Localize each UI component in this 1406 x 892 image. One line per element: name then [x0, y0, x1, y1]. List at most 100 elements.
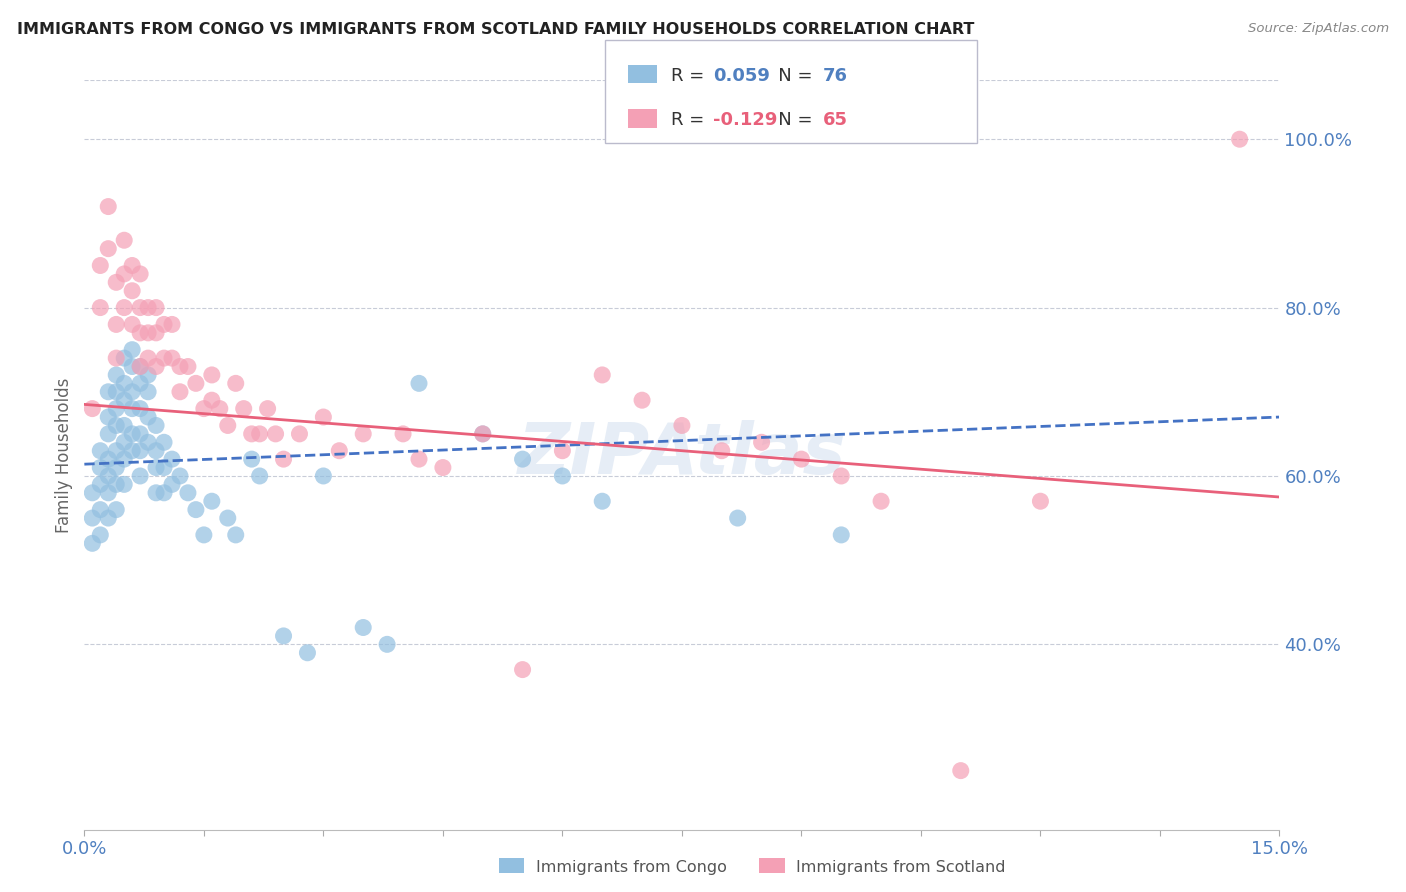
Point [112, 351, 135, 365]
Point [121, 401, 143, 416]
Point [392, 426, 415, 441]
Point [121, 259, 143, 273]
Point [97, 469, 120, 483]
Point [129, 401, 152, 416]
Point [177, 359, 200, 374]
Point [105, 460, 128, 475]
Text: ZIPAtlas: ZIPAtlas [517, 420, 846, 490]
Point [112, 452, 135, 467]
Point [240, 452, 263, 467]
Point [89, 528, 111, 542]
Point [830, 528, 852, 542]
Point [217, 511, 239, 525]
Text: R =: R = [671, 112, 710, 129]
Point [136, 326, 159, 340]
Point [97, 426, 120, 441]
Point [153, 460, 176, 475]
Point [551, 469, 574, 483]
Point [1229, 132, 1251, 146]
Text: N =: N = [761, 112, 818, 129]
Point [136, 301, 159, 315]
Point [249, 469, 271, 483]
Point [249, 426, 271, 441]
Point [145, 443, 167, 458]
Point [184, 502, 207, 516]
Point [105, 318, 128, 332]
Point [145, 301, 167, 315]
Point [184, 376, 207, 391]
Point [790, 452, 813, 467]
Point [201, 393, 224, 408]
Point [82, 485, 104, 500]
Point [97, 200, 120, 214]
Point [145, 485, 167, 500]
Point [375, 637, 398, 651]
Point [153, 318, 176, 332]
Point [89, 477, 111, 491]
Point [121, 284, 143, 298]
Point [82, 536, 104, 550]
Point [232, 401, 254, 416]
Point [129, 426, 152, 441]
Point [121, 443, 143, 458]
Point [312, 410, 335, 425]
Text: R =: R = [671, 67, 710, 85]
Point [153, 351, 176, 365]
Point [160, 452, 183, 467]
Text: IMMIGRANTS FROM CONGO VS IMMIGRANTS FROM SCOTLAND FAMILY HOUSEHOLDS CORRELATION : IMMIGRANTS FROM CONGO VS IMMIGRANTS FROM… [17, 22, 974, 37]
Point [136, 351, 159, 365]
Point [105, 276, 128, 290]
Point [471, 426, 494, 441]
Point [512, 663, 534, 677]
Point [870, 494, 893, 508]
Point [264, 426, 287, 441]
Point [129, 469, 152, 483]
Point [136, 410, 159, 425]
Point [551, 443, 574, 458]
Point [136, 435, 159, 450]
Point [112, 393, 135, 408]
Point [297, 646, 319, 660]
Point [169, 469, 191, 483]
Point [105, 384, 128, 399]
Point [256, 401, 278, 416]
Point [89, 259, 111, 273]
Point [408, 452, 430, 467]
Point [217, 418, 239, 433]
Text: Immigrants from Scotland: Immigrants from Scotland [796, 860, 1005, 874]
Point [112, 301, 135, 315]
Point [97, 242, 120, 256]
Point [105, 477, 128, 491]
Text: 0.059: 0.059 [713, 67, 769, 85]
Point [208, 401, 231, 416]
Point [710, 443, 733, 458]
Point [112, 435, 135, 450]
Point [145, 359, 167, 374]
Point [97, 410, 120, 425]
Point [89, 301, 111, 315]
Text: Source: ZipAtlas.com: Source: ZipAtlas.com [1249, 22, 1389, 36]
Point [727, 511, 749, 525]
Point [312, 469, 335, 483]
Point [177, 485, 200, 500]
Text: 76: 76 [823, 67, 848, 85]
Point [225, 376, 247, 391]
Point [121, 318, 143, 332]
Point [471, 426, 494, 441]
Point [273, 629, 295, 643]
Point [89, 502, 111, 516]
Point [121, 384, 143, 399]
Point [591, 494, 613, 508]
Point [136, 368, 159, 382]
Point [830, 469, 852, 483]
Point [153, 485, 176, 500]
Point [105, 502, 128, 516]
Point [1029, 494, 1052, 508]
Point [160, 351, 183, 365]
Point [105, 418, 128, 433]
Point [105, 351, 128, 365]
Point [153, 435, 176, 450]
Point [112, 233, 135, 247]
Point [89, 460, 111, 475]
Point [949, 764, 972, 778]
